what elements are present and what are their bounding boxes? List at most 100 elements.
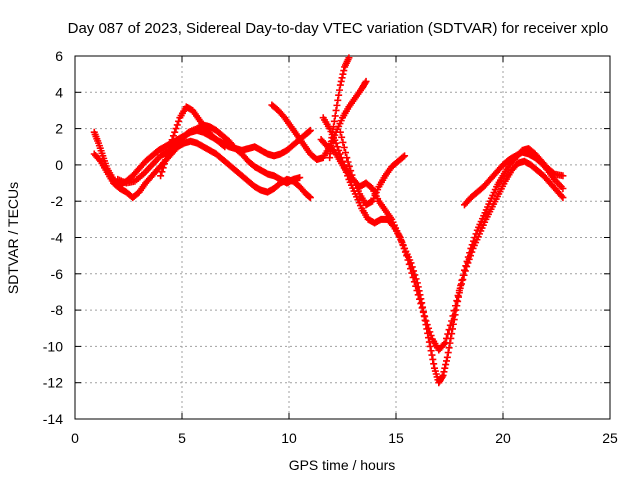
data-point bbox=[332, 139, 340, 147]
data-point bbox=[172, 125, 180, 133]
y-tick-label: -4 bbox=[51, 230, 64, 246]
data-point bbox=[330, 117, 338, 125]
data-point bbox=[443, 357, 451, 365]
data-point bbox=[414, 291, 422, 299]
data-point bbox=[454, 292, 462, 300]
data-point bbox=[348, 171, 356, 179]
data-point bbox=[343, 154, 351, 162]
data-point bbox=[472, 230, 480, 238]
data-point bbox=[158, 168, 166, 176]
x-tick-label: 25 bbox=[602, 430, 618, 446]
x-tick-label: 20 bbox=[495, 430, 511, 446]
data-point bbox=[409, 273, 417, 281]
data-point bbox=[407, 265, 415, 273]
data-point bbox=[336, 81, 344, 89]
y-tick-label: 0 bbox=[55, 157, 63, 173]
data-point bbox=[162, 156, 170, 164]
data-point bbox=[341, 165, 349, 173]
data-point bbox=[338, 74, 346, 82]
data-point bbox=[459, 271, 467, 279]
data-point bbox=[438, 373, 446, 381]
series-trace-g bbox=[319, 114, 567, 354]
data-point bbox=[429, 355, 437, 363]
data-point bbox=[160, 160, 168, 168]
data-point bbox=[453, 297, 461, 305]
data-point bbox=[445, 326, 453, 334]
data-point bbox=[430, 360, 438, 368]
data-point bbox=[446, 321, 454, 329]
data-point bbox=[340, 143, 348, 151]
y-tick-label: -14 bbox=[43, 411, 63, 427]
data-point bbox=[168, 136, 176, 144]
series-trace-h bbox=[326, 54, 353, 162]
data-point bbox=[559, 194, 567, 202]
data-point bbox=[427, 332, 435, 340]
data-point bbox=[340, 67, 348, 75]
data-point bbox=[345, 162, 353, 170]
data-point bbox=[441, 339, 449, 347]
data-point bbox=[157, 172, 165, 180]
data-point bbox=[167, 140, 175, 148]
data-point bbox=[171, 128, 179, 136]
x-tick-label: 10 bbox=[281, 430, 297, 446]
data-point bbox=[336, 128, 344, 136]
data-point bbox=[426, 328, 434, 336]
data-point bbox=[333, 143, 341, 151]
data-point bbox=[367, 183, 375, 191]
data-point bbox=[559, 184, 567, 192]
data-point bbox=[443, 353, 451, 361]
y-tick-label: -8 bbox=[51, 302, 64, 318]
data-point bbox=[332, 106, 340, 114]
data-point bbox=[440, 368, 448, 376]
data-point bbox=[330, 123, 338, 131]
data-point bbox=[166, 144, 174, 152]
data-point bbox=[441, 364, 449, 372]
data-point bbox=[558, 192, 566, 200]
data-point bbox=[306, 126, 314, 134]
x-tick-label: 5 bbox=[178, 430, 186, 446]
data-point bbox=[445, 344, 453, 352]
data-point bbox=[444, 349, 452, 357]
x-axis-label: GPS time / hours bbox=[289, 457, 396, 473]
data-point bbox=[410, 278, 418, 286]
data-point bbox=[399, 241, 407, 249]
data-point bbox=[159, 164, 167, 172]
data-point bbox=[336, 86, 344, 94]
data-point bbox=[339, 138, 347, 146]
data-point bbox=[421, 313, 429, 321]
data-point bbox=[425, 324, 433, 332]
data-point bbox=[423, 321, 431, 329]
data-point bbox=[442, 361, 450, 369]
data-point bbox=[469, 237, 477, 245]
series-trace-b bbox=[90, 137, 314, 202]
data-point bbox=[444, 330, 452, 338]
data-point bbox=[426, 342, 434, 350]
data-point bbox=[389, 221, 397, 229]
y-tick-label: -12 bbox=[43, 375, 63, 391]
y-tick-label: 6 bbox=[55, 48, 63, 64]
data-point bbox=[340, 161, 348, 169]
data-point bbox=[399, 153, 407, 161]
data-point bbox=[455, 286, 463, 294]
data-point bbox=[398, 237, 406, 245]
data-point bbox=[164, 148, 172, 156]
data-point bbox=[439, 371, 447, 379]
data-point bbox=[467, 244, 475, 252]
data-point bbox=[95, 156, 103, 164]
data-layer bbox=[90, 54, 567, 387]
data-point bbox=[220, 142, 228, 150]
data-point bbox=[328, 134, 336, 142]
data-point bbox=[462, 262, 470, 270]
data-point bbox=[335, 146, 343, 154]
data-point bbox=[169, 132, 177, 140]
data-point bbox=[408, 269, 416, 277]
data-point bbox=[448, 317, 456, 325]
data-point bbox=[419, 308, 427, 316]
data-point bbox=[334, 96, 342, 104]
chart-title: Day 087 of 2023, Sidereal Day-to-day VTE… bbox=[68, 20, 609, 37]
data-point bbox=[175, 117, 183, 125]
data-point bbox=[403, 252, 411, 260]
data-point bbox=[449, 312, 457, 320]
y-tick-label: -10 bbox=[43, 338, 63, 354]
